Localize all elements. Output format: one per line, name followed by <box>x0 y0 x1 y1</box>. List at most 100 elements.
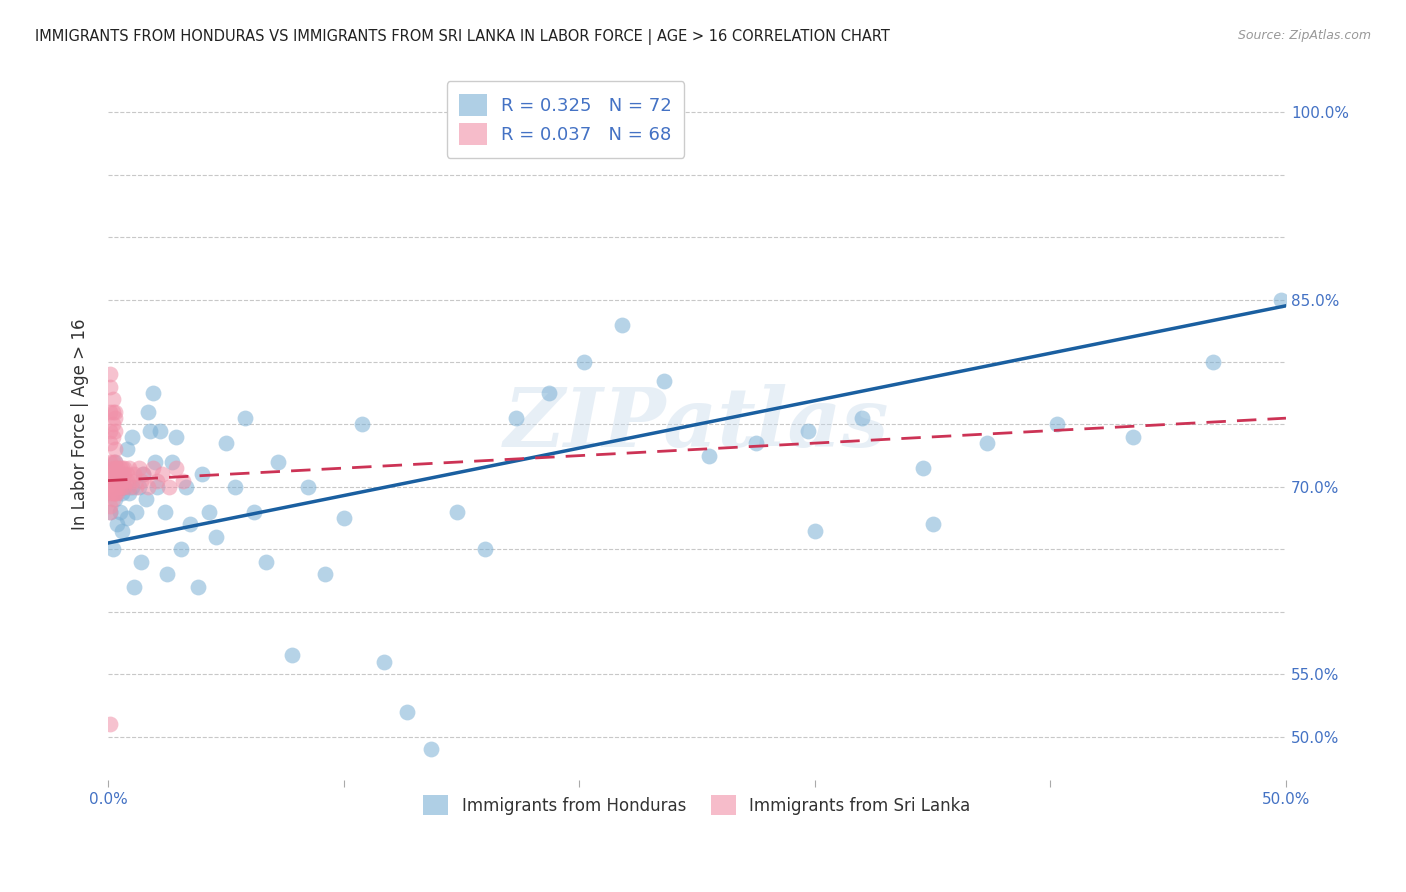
Point <box>101 480 124 494</box>
Point <box>125 480 148 494</box>
Point <box>107 467 129 482</box>
Point <box>104 486 127 500</box>
Point <box>143 455 166 469</box>
Point <box>215 436 238 450</box>
Point <box>115 467 138 482</box>
Point <box>537 386 560 401</box>
Point <box>98 455 121 469</box>
Point <box>191 467 214 482</box>
Point <box>115 474 138 488</box>
Text: Source: ZipAtlas.com: Source: ZipAtlas.com <box>1237 29 1371 42</box>
Point <box>104 480 127 494</box>
Point <box>101 405 124 419</box>
Point <box>129 474 152 488</box>
Point <box>108 467 131 482</box>
Point <box>108 461 131 475</box>
Point <box>108 467 131 482</box>
Point <box>419 742 441 756</box>
Point <box>174 480 197 494</box>
Point <box>912 461 935 475</box>
Point <box>1046 417 1069 432</box>
Point <box>146 474 169 488</box>
Point <box>139 424 162 438</box>
Point <box>104 411 127 425</box>
Point <box>107 517 129 532</box>
Point <box>146 480 169 494</box>
Point <box>1122 430 1144 444</box>
Text: IMMIGRANTS FROM HONDURAS VS IMMIGRANTS FROM SRI LANKA IN LABOR FORCE | AGE > 16 : IMMIGRANTS FROM HONDURAS VS IMMIGRANTS F… <box>35 29 890 45</box>
Point <box>115 442 138 457</box>
Point <box>101 461 124 475</box>
Point <box>297 480 319 494</box>
Point <box>697 449 720 463</box>
Point <box>121 430 143 444</box>
Point <box>118 480 141 494</box>
Point <box>170 542 193 557</box>
Point <box>107 480 129 494</box>
Point <box>921 517 943 532</box>
Point <box>1270 293 1292 307</box>
Point <box>104 442 127 457</box>
Point <box>101 467 124 482</box>
Point <box>572 355 595 369</box>
Point <box>153 505 176 519</box>
Point <box>136 480 159 494</box>
Point <box>114 480 136 494</box>
Point <box>101 430 124 444</box>
Y-axis label: In Labor Force | Age > 16: In Labor Force | Age > 16 <box>72 318 89 530</box>
Point <box>157 480 180 494</box>
Point <box>851 411 873 425</box>
Point <box>186 580 208 594</box>
Point <box>652 374 675 388</box>
Point <box>114 461 136 475</box>
Point <box>104 461 127 475</box>
Legend: Immigrants from Honduras, Immigrants from Sri Lanka: Immigrants from Honduras, Immigrants fro… <box>413 785 980 825</box>
Point <box>254 555 277 569</box>
Point <box>108 474 131 488</box>
Point <box>104 486 127 500</box>
Point <box>266 455 288 469</box>
Point <box>104 455 127 469</box>
Point <box>165 461 187 475</box>
Point <box>111 480 134 494</box>
Point <box>198 505 221 519</box>
Point <box>101 474 124 488</box>
Point <box>98 380 121 394</box>
Point <box>101 542 124 557</box>
Point <box>98 436 121 450</box>
Point <box>132 467 155 482</box>
Point <box>125 505 148 519</box>
Point <box>104 455 127 469</box>
Point <box>224 480 246 494</box>
Point <box>104 405 127 419</box>
Point <box>121 474 143 488</box>
Point <box>314 567 336 582</box>
Point <box>129 555 152 569</box>
Point <box>98 424 121 438</box>
Point <box>243 505 266 519</box>
Point <box>205 530 228 544</box>
Point <box>104 424 127 438</box>
Point <box>122 580 145 594</box>
Point <box>111 461 134 475</box>
Point <box>610 318 633 332</box>
Point <box>98 505 121 519</box>
Point <box>98 405 121 419</box>
Point <box>118 486 141 500</box>
Point <box>98 368 121 382</box>
Point <box>101 492 124 507</box>
Point <box>373 655 395 669</box>
Point <box>165 430 187 444</box>
Point <box>107 467 129 482</box>
Point <box>107 486 129 500</box>
Point <box>233 411 256 425</box>
Point <box>101 480 124 494</box>
Point <box>135 492 157 507</box>
Point <box>142 386 165 401</box>
Point <box>446 505 468 519</box>
Point <box>108 480 131 494</box>
Point <box>396 705 419 719</box>
Point <box>111 486 134 500</box>
Point <box>104 474 127 488</box>
Point <box>281 648 304 663</box>
